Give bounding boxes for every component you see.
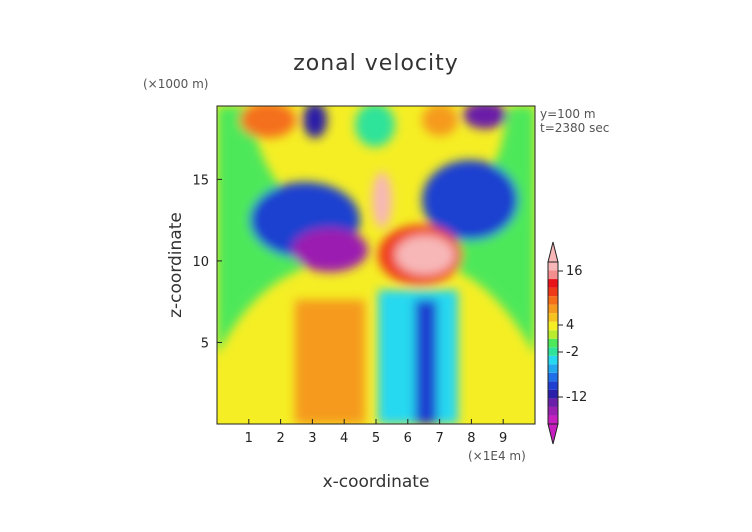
colorbar-band (548, 347, 558, 356)
colorbar-band (548, 406, 558, 416)
colorbar-band (548, 355, 558, 365)
colorbar (547, 241, 559, 445)
field-green-top-center (355, 106, 395, 147)
x-tick-label: 6 (404, 431, 412, 446)
field-orange-left-col (295, 300, 365, 424)
colorbar-band (548, 338, 558, 348)
y-axis-label: z-coordinate (166, 212, 186, 318)
info-line-y: y=100 m (540, 107, 596, 121)
x-axis-label: x-coordinate (323, 472, 430, 492)
colorbar-band (548, 296, 558, 305)
colorbar-band (548, 304, 558, 314)
colorbar-band (548, 270, 558, 280)
x-tick-label: 7 (435, 431, 443, 446)
colorbar-bottom-arrow (547, 423, 559, 445)
colorbar-tick-label: 4 (566, 318, 574, 333)
field-blue-top-left (303, 106, 327, 138)
colorbar-band (548, 364, 558, 373)
colorbar-band (548, 321, 558, 331)
x-tick-label: 4 (340, 431, 348, 446)
field-purple-core (292, 228, 368, 272)
field-orange-top-left (240, 106, 296, 138)
y-tick-label: 15 (192, 173, 209, 188)
colorbar-top-arrow (547, 241, 559, 263)
x-axis-ticks: 1 2 3 4 5 6 7 8 9 (245, 419, 507, 446)
y-tick-label: 10 (192, 255, 209, 270)
colorbar-band (548, 279, 558, 288)
colorbar-tick-label: 16 (566, 264, 583, 279)
x-tick-label: 5 (372, 431, 380, 446)
info-line-t: t=2380 sec (540, 121, 609, 135)
x-tick-label: 9 (499, 431, 507, 446)
colorbar-band (548, 287, 558, 297)
x-scale-note: (×1E4 m) (468, 449, 526, 463)
x-tick-label: 8 (467, 431, 475, 446)
colorbar-band (548, 372, 558, 382)
y-axis-ticks: 5 10 15 (192, 173, 222, 351)
heatmap-field (217, 106, 535, 424)
colorbar-tick-label: -12 (566, 390, 587, 405)
colorbar-band (548, 313, 558, 322)
chart-title: zonal velocity (293, 51, 459, 76)
field-pink-core (395, 235, 455, 275)
field-pink-spike (372, 172, 392, 228)
colorbar-band (548, 381, 558, 390)
field-blue-col (415, 300, 437, 424)
x-tick-label: 1 (245, 431, 253, 446)
field-orange-top-right (422, 106, 458, 136)
colorbar-band (548, 398, 558, 407)
y-tick-label: 5 (201, 336, 209, 351)
colorbar-frame (547, 261, 559, 425)
field-purple-top-right (463, 106, 507, 129)
colorbar-tick-label: -2 (566, 345, 579, 360)
x-tick-label: 3 (308, 431, 316, 446)
y-scale-note: (×1000 m) (143, 77, 208, 91)
colorbar-band (548, 415, 558, 424)
x-tick-label: 2 (276, 431, 284, 446)
colorbar-band (548, 330, 558, 339)
colorbar-band (548, 389, 558, 399)
field-blue-right-lobe (422, 160, 518, 240)
colorbar-ticks: 16 4 -2 -12 (558, 264, 587, 405)
colorbar-band (548, 262, 558, 271)
